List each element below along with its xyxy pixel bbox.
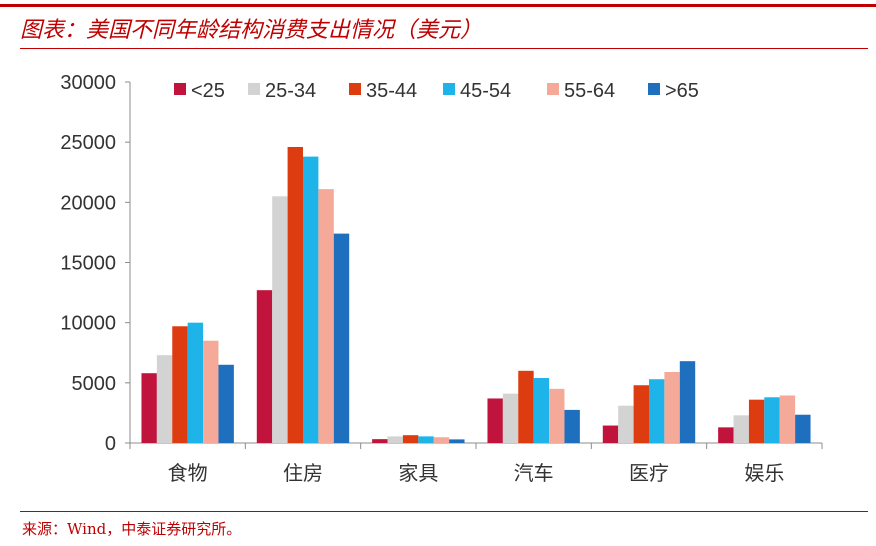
bar <box>387 436 403 443</box>
bar <box>303 156 319 443</box>
bar <box>218 364 234 443</box>
y-tick-label: 30000 <box>60 72 116 94</box>
bar <box>256 290 273 443</box>
bar <box>449 439 465 443</box>
top-rule <box>0 4 876 7</box>
y-tick-label: 15000 <box>60 253 116 275</box>
bar <box>333 233 350 443</box>
bar <box>602 425 619 443</box>
legend-label: <25 <box>191 80 225 102</box>
bar <box>172 326 188 443</box>
bar <box>287 146 303 444</box>
bar <box>733 415 749 443</box>
bar <box>318 189 334 443</box>
y-tick-label: 5000 <box>72 373 117 395</box>
bar <box>502 393 519 443</box>
y-tick-label: 0 <box>105 433 116 455</box>
source-note: 来源：Wind，中泰证券研究所。 <box>22 520 242 538</box>
bar <box>564 409 580 443</box>
bar <box>518 370 534 443</box>
bar <box>433 437 450 443</box>
page-title: 图表：美国不同年龄结构消费支出情况（美元） <box>20 18 483 43</box>
x-tick-label: 住房 <box>283 461 323 485</box>
bar <box>272 196 288 443</box>
bar <box>679 361 696 443</box>
legend-label: 25-34 <box>265 80 316 102</box>
legend-label: 55-64 <box>564 80 615 102</box>
bar <box>533 378 550 443</box>
bar <box>549 388 565 443</box>
legend-label: 35-44 <box>366 80 417 102</box>
legend-swatch <box>648 83 660 95</box>
bar <box>718 427 734 443</box>
legend-swatch <box>443 83 455 95</box>
bottom-rule <box>20 511 868 512</box>
legend-swatch <box>174 83 186 95</box>
y-tick-label: 20000 <box>60 192 116 214</box>
bar <box>187 322 204 443</box>
y-tick-label: 10000 <box>60 313 116 335</box>
bar <box>156 355 173 443</box>
bar <box>372 439 388 443</box>
bar <box>203 340 219 443</box>
legend-swatch <box>349 83 361 95</box>
legend-swatch <box>547 83 559 95</box>
bar <box>402 435 419 443</box>
bar <box>664 372 680 443</box>
bar <box>141 373 157 443</box>
x-tick-label: 汽车 <box>514 461 554 485</box>
x-tick-label: 家具 <box>398 461 438 485</box>
legend-swatch <box>248 83 260 95</box>
bar <box>649 379 665 443</box>
bar <box>418 436 434 443</box>
bar <box>795 414 811 443</box>
x-tick-label: 医疗 <box>629 461 669 485</box>
bar <box>618 405 634 443</box>
bar <box>487 398 503 443</box>
legend-label: >65 <box>665 80 699 102</box>
legend-label: 45-54 <box>460 80 511 102</box>
bar <box>779 395 796 443</box>
y-tick-label: 25000 <box>60 132 116 154</box>
title-rule <box>20 48 868 49</box>
bar <box>633 385 649 443</box>
x-tick-label: 食物 <box>168 461 208 485</box>
bar <box>764 397 780 443</box>
x-tick-label: 娱乐 <box>744 461 784 485</box>
bar <box>748 399 765 443</box>
